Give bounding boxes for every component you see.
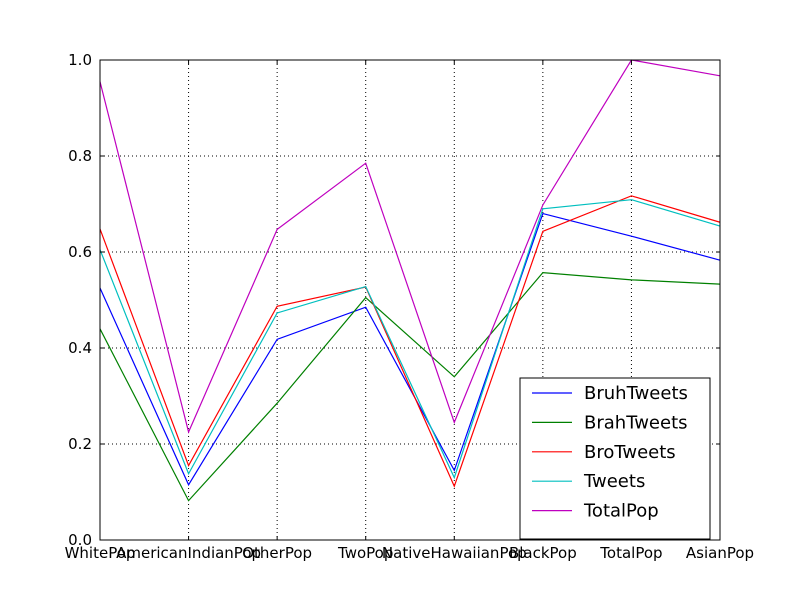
- series-lines: [99, 59, 721, 502]
- x-tick-label: TotalPop: [599, 544, 662, 562]
- series-line-Tweets: [99, 199, 721, 480]
- legend-label: Tweets: [583, 471, 645, 492]
- y-tick-label: 0.0: [68, 531, 92, 549]
- x-tick-label: WhitePop: [65, 544, 136, 562]
- x-tick-label: AmericanIndianPop: [116, 544, 261, 562]
- legend-label: BrahTweets: [584, 412, 688, 433]
- legend-label: TotalPop: [583, 501, 659, 522]
- plot-area-border: [99, 59, 721, 541]
- x-tick-label: BlackPop: [509, 544, 577, 562]
- y-tick-label: 0.8: [68, 147, 92, 165]
- series-line-BruhTweets: [99, 212, 721, 487]
- y-tick-label: 1.0: [68, 51, 92, 69]
- legend-label: BruhTweets: [584, 383, 688, 404]
- x-tick-label: OtherPop: [242, 544, 312, 562]
- y-tick-label: 0.4: [68, 339, 92, 357]
- legend-label: BroTweets: [584, 442, 676, 463]
- series-line-TotalPop: [99, 59, 721, 434]
- y-tick-label: 0.2: [68, 435, 92, 453]
- legend-box: [519, 377, 711, 540]
- x-tick-label: AsianPop: [686, 544, 754, 562]
- x-tick-label: NativeHawaiianPop: [382, 544, 527, 562]
- series-line-BrahTweets: [99, 272, 721, 502]
- x-tick-label: TwoPop: [337, 544, 393, 562]
- y-tick-label: 0.6: [68, 243, 92, 261]
- legend: BruhTweets BrahTweets BroTweets Tweets Total…: [519, 377, 711, 540]
